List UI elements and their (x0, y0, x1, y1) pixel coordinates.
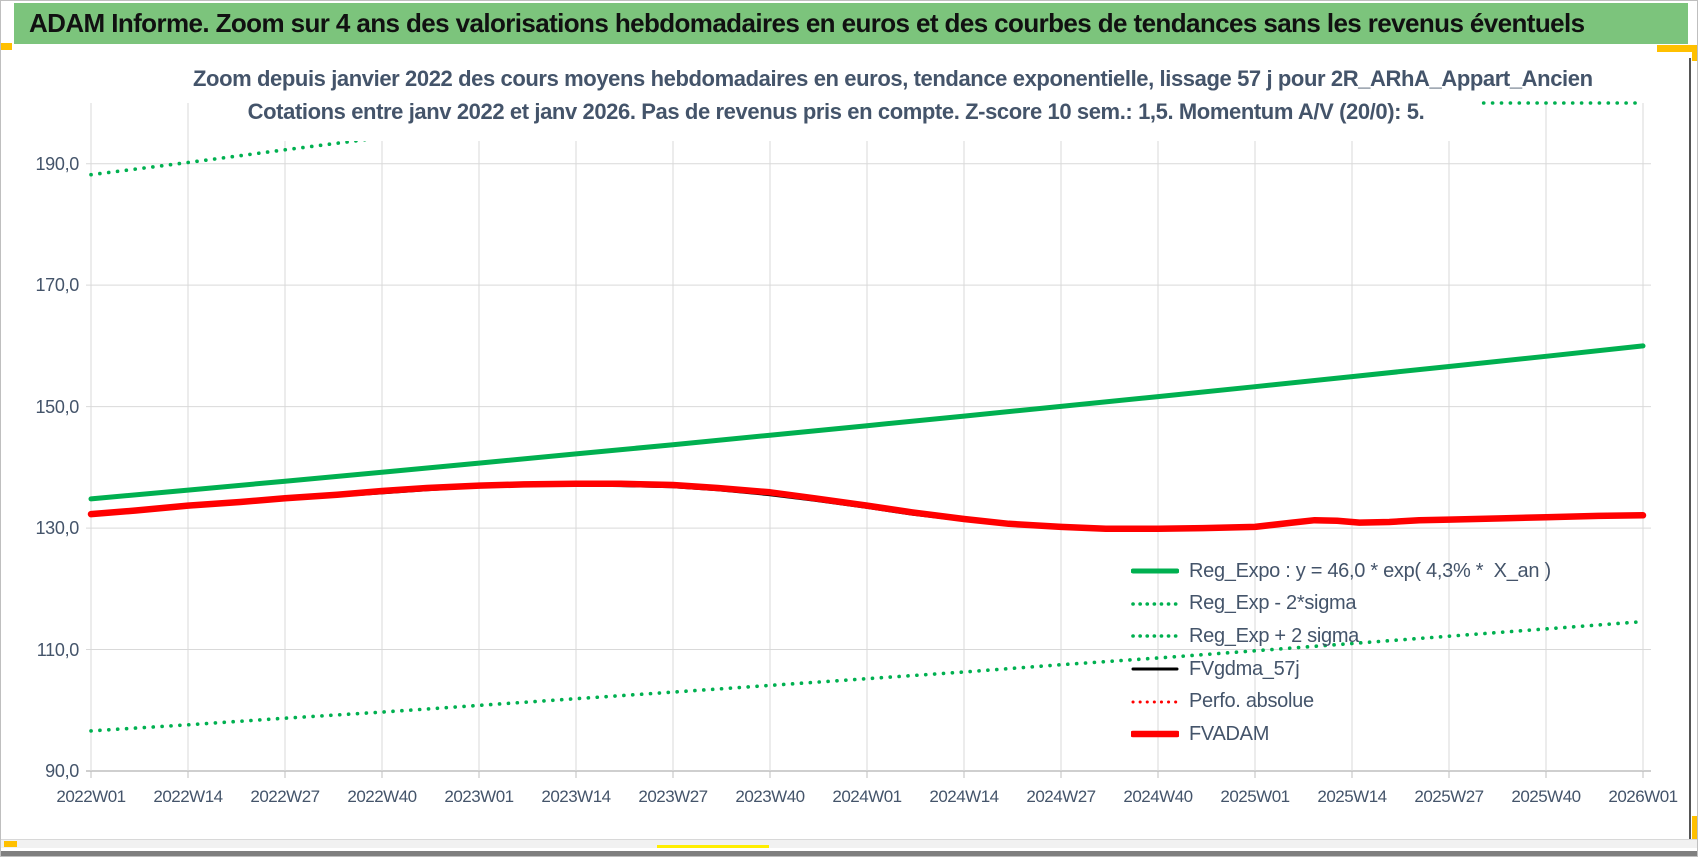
selection-corner-top-right-h-icon (1657, 45, 1697, 52)
x-tick-label: 2024W27 (1026, 787, 1096, 806)
legend-item[interactable]: Perfo. absolue (1131, 685, 1591, 718)
selection-corner-bottom-right-icon (1692, 816, 1697, 847)
legend-marker-icon (1131, 731, 1179, 738)
legend-label: FVgdma_57j (1189, 657, 1300, 680)
y-tick-label: 90,0 (45, 761, 79, 781)
scroll-chip-left-icon (4, 841, 17, 847)
x-tick-label: 2023W01 (444, 787, 514, 806)
legend-label: Reg_Exp + 2 sigma (1189, 624, 1359, 647)
x-tick-label: 2022W01 (56, 787, 126, 806)
x-tick-label: 2024W14 (929, 787, 999, 806)
legend-item[interactable]: Reg_Exp - 2*sigma (1131, 588, 1591, 621)
legend-item[interactable]: FVgdma_57j (1131, 653, 1591, 686)
chart-title-box: Zoom depuis janvier 2022 des cours moyen… (193, 57, 1593, 141)
x-tick-label: 2023W27 (638, 787, 708, 806)
x-tick-label: 2026W01 (1608, 787, 1678, 806)
bottom-scroll-strip[interactable] (1, 839, 1697, 848)
chart-title-line1: Zoom depuis janvier 2022 des cours moyen… (193, 66, 1593, 91)
legend-label: FVADAM (1189, 722, 1270, 745)
legend[interactable]: Reg_Expo : y = 46,0 * exp( 4,3% * X_an )… (1131, 555, 1591, 751)
x-tick-label: 2022W27 (250, 787, 320, 806)
chart-title-line2: Cotations entre janv 2022 et janv 2026. … (247, 99, 1425, 124)
bottom-gray-bar (1, 851, 1697, 856)
legend-marker-icon (1131, 568, 1179, 574)
legend-label: Perfo. absolue (1189, 690, 1314, 713)
y-tick-label: 110,0 (36, 639, 80, 660)
legend-item[interactable]: Reg_Exp + 2 sigma (1131, 620, 1591, 653)
banner: ADAM Informe. Zoom sur 4 ans des valoris… (14, 3, 1688, 44)
legend-label: Reg_Exp - 2*sigma (1189, 592, 1357, 615)
x-tick-label: 2023W14 (541, 787, 611, 806)
x-tick-label: 2025W01 (1220, 787, 1290, 806)
x-tick-label: 2024W01 (832, 787, 902, 806)
y-tick-label: 190,0 (35, 153, 79, 174)
y-tick-label: 150,0 (35, 396, 79, 417)
x-tick-label: 2023W40 (735, 787, 805, 806)
legend-item[interactable]: Reg_Expo : y = 46,0 * exp( 4,3% * X_an ) (1131, 555, 1591, 588)
series-reg_expo (88, 343, 1646, 502)
x-tick-label: 2022W14 (153, 787, 223, 806)
legend-item[interactable]: FVADAM (1131, 718, 1591, 751)
legend-marker-icon (1131, 602, 1179, 606)
legend-marker-icon (1131, 667, 1179, 671)
pane-border (1689, 58, 1691, 839)
x-tick-label: 2025W27 (1414, 787, 1484, 806)
legend-marker-icon (1131, 700, 1179, 704)
x-tick-label: 2022W40 (347, 787, 417, 806)
selection-corner-top-right-v-icon (1692, 45, 1697, 61)
y-tick-label: 130,0 (35, 518, 79, 539)
legend-label: Reg_Expo : y = 46,0 * exp( 4,3% * X_an ) (1189, 559, 1551, 582)
legend-marker-icon (1131, 634, 1179, 639)
series-reg_exp (89, 619, 1645, 733)
banner-title: ADAM Informe. Zoom sur 4 ans des valoris… (29, 8, 1585, 38)
x-tick-label: 2024W40 (1123, 787, 1193, 806)
x-tick-label: 2025W40 (1511, 787, 1581, 806)
y-tick-label: 170,0 (35, 275, 79, 296)
selection-handle-left-icon (1, 43, 12, 50)
series-fvadam (87, 480, 1647, 532)
scroll-thumb-highlight[interactable] (657, 845, 769, 848)
x-tick-label: 2025W14 (1317, 787, 1387, 806)
